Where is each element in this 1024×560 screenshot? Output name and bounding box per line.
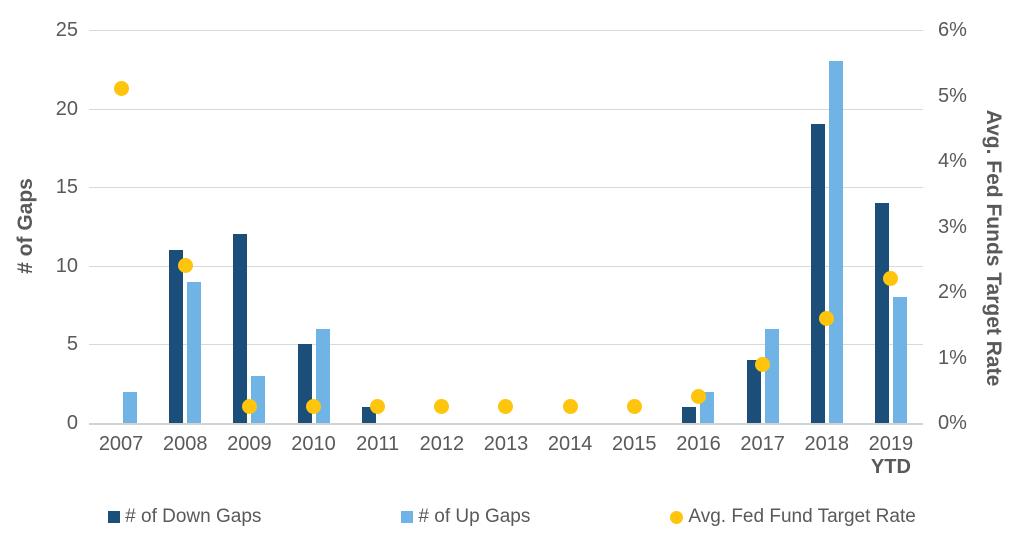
fed-rate-dot-2011 [370,399,386,415]
right-y-tick-label: 4% [938,150,967,172]
up-gap-bar-2007 [123,391,138,423]
left-y-tick-label: 0 [66,412,78,434]
x-tick-label: 2018 [804,433,850,455]
down-gap-bar-2017 [746,360,761,423]
fed-rate-dot-2013 [498,399,514,415]
left-y-tick-label: 25 [55,19,78,41]
down-gap-bar-2019-ytd [874,202,889,423]
fed-rate-dot-2017 [755,356,771,372]
up-gaps-swatch-icon [401,511,414,523]
gridline [89,344,923,346]
legend: # of Down Gaps # of Up Gaps Avg. Fed Fun… [0,506,1024,528]
category-cell-2013 [474,30,538,423]
category-cell-2011 [346,30,410,423]
category-cell-2007 [89,30,153,423]
fed-rate-swatch-icon [670,510,684,524]
x-tick-label: 2016 [676,433,721,455]
category-cell-2012 [410,30,474,423]
category-cell-2016 [666,30,730,423]
gridline [89,108,923,110]
plot-area [89,30,923,425]
fed-rate-dot-2018 [819,310,835,326]
legend-label-up-gaps: # of Up Gaps [418,506,531,527]
x-tick-label: 2015 [612,433,657,455]
legend-item-fed-rate: Avg. Fed Fund Target Rate [670,506,916,528]
left-y-tick-label: 5 [66,333,78,356]
fed-rate-dot-2012 [434,399,450,415]
down-gaps-swatch-icon [108,511,121,523]
x-tick-label: 2011 [356,433,400,455]
x-tick-label: 2009 [227,433,272,455]
up-gap-bar-2008 [187,281,202,423]
category-cell-2009 [217,30,281,423]
x-tick-label: 2010 [291,433,336,455]
gridline [89,187,923,189]
legend-item-down-gaps: # of Down Gaps [108,506,261,528]
fed-rate-dot-2009 [241,399,257,415]
up-gap-bar-2017 [764,328,779,423]
down-gap-bar-2008 [169,250,184,423]
left-y-tick-label: 10 [55,254,78,277]
fed-rate-dot-2014 [562,399,578,415]
fed-rate-dot-2010 [306,399,322,415]
category-cell-2019-ytd [859,30,923,423]
gridline [89,265,923,267]
x-tick-label: 2019 YTD [868,433,914,478]
fed-rate-dot-2007 [113,81,129,97]
category-cell-2018 [795,30,859,423]
category-cell-2015 [602,30,666,423]
x-tick-label: 2013 [483,433,529,455]
legend-label-down-gaps: # of Down Gaps [125,506,262,527]
left-y-tick-label: 15 [55,176,78,199]
x-tick-label: 2012 [419,433,465,455]
category-cell-2010 [281,30,345,423]
up-gap-bar-2010 [315,328,330,423]
right-y-tick-label: 3% [938,215,967,238]
down-gap-bar-2016 [682,407,697,423]
fed-rate-dot-2015 [626,399,642,415]
down-gap-bar-2009 [233,234,248,423]
fed-rate-dot-2008 [177,258,193,274]
gridline [89,30,923,31]
fed-rate-dot-2019-ytd [883,271,899,287]
category-cell-2017 [731,30,795,423]
right-y-tick-label: 5% [938,84,967,107]
x-tick-label: 2008 [162,433,208,455]
category-cell-2014 [538,30,602,423]
down-gap-bar-2018 [810,124,825,423]
right-y-tick-label: 6% [938,19,967,41]
legend-item-up-gaps: # of Up Gaps [401,506,530,528]
right-y-tick-label: 0% [938,412,967,434]
right-y-tick-label: 1% [938,346,967,369]
category-cell-2008 [153,30,217,423]
up-gap-bar-2019-ytd [892,297,907,423]
right-y-tick-label: 2% [938,281,967,303]
x-tick-label: 2017 [740,433,785,455]
x-tick-label: 2007 [98,433,144,455]
legend-label-fed-rate: Avg. Fed Fund Target Rate [688,506,916,527]
fed-rate-dot-2016 [690,389,706,405]
left-y-tick-label: 20 [55,97,78,120]
up-gap-bar-2018 [828,61,843,423]
x-tick-label: 2014 [547,433,593,455]
